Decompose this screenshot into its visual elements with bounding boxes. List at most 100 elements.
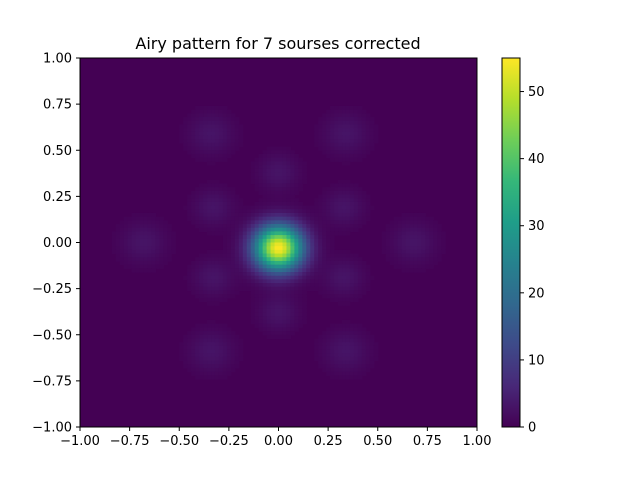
heatmap-cell bbox=[353, 268, 359, 273]
heatmap-cell bbox=[338, 342, 343, 347]
heatmap-cell bbox=[322, 150, 327, 155]
heatmap-cell bbox=[214, 334, 220, 340]
heatmap-cell bbox=[310, 238, 315, 244]
heatmap-cell bbox=[230, 279, 236, 284]
heatmap-cell bbox=[342, 290, 347, 295]
heatmap-cell bbox=[282, 268, 288, 273]
heatmap-cell bbox=[222, 360, 228, 365]
heatmap-cell bbox=[330, 345, 335, 351]
heatmap-cell bbox=[143, 242, 149, 247]
heatmap-cell bbox=[314, 201, 319, 207]
heatmap-cell bbox=[270, 305, 276, 310]
heatmap-cell bbox=[373, 139, 379, 144]
heatmap-cell bbox=[353, 294, 359, 299]
heatmap-cell bbox=[282, 308, 288, 314]
heatmap-cell bbox=[131, 227, 137, 233]
heatmap-cell bbox=[191, 356, 196, 362]
heatmap-cell bbox=[330, 124, 335, 129]
heatmap-cell bbox=[338, 279, 343, 284]
heatmap-cell bbox=[310, 275, 315, 280]
heatmap-cell bbox=[302, 205, 307, 210]
heatmap-cell bbox=[286, 246, 292, 251]
heatmap-cell bbox=[266, 201, 272, 207]
heatmap-cell bbox=[187, 128, 192, 133]
heatmap-cell bbox=[290, 224, 295, 229]
heatmap-cell bbox=[214, 338, 220, 343]
heatmap-cell bbox=[334, 128, 339, 133]
heatmap-cell bbox=[163, 220, 168, 225]
heatmap-cell bbox=[397, 260, 403, 266]
heatmap-cell bbox=[417, 216, 423, 221]
heatmap-cell bbox=[191, 272, 196, 277]
heatmap-cell bbox=[274, 297, 280, 303]
heatmap-cell bbox=[211, 275, 216, 280]
heatmap-cell bbox=[401, 216, 407, 221]
heatmap-cell bbox=[385, 238, 391, 244]
heatmap-cell bbox=[147, 246, 153, 251]
heatmap-cell bbox=[365, 367, 371, 373]
heatmap-cell bbox=[278, 235, 284, 240]
heatmap-cell bbox=[183, 142, 188, 148]
heatmap-cell bbox=[218, 157, 224, 162]
heatmap-cell bbox=[191, 142, 196, 148]
heatmap-cell bbox=[230, 194, 236, 199]
heatmap-cell bbox=[294, 224, 299, 229]
heatmap-cell bbox=[222, 220, 228, 225]
heatmap-cell bbox=[345, 294, 351, 299]
heatmap-cell bbox=[318, 242, 323, 247]
y-axis: 1.000.750.500.250.00−0.25−0.50−0.75−1.00 bbox=[32, 52, 80, 436]
heatmap-cell bbox=[286, 279, 292, 284]
heatmap-cell bbox=[207, 260, 212, 266]
heatmap-cell bbox=[345, 142, 351, 148]
heatmap-cell bbox=[214, 198, 220, 203]
heatmap-cell bbox=[139, 249, 145, 255]
heatmap-cell bbox=[338, 220, 343, 225]
heatmap-cell bbox=[298, 323, 303, 328]
heatmap-cell bbox=[274, 168, 280, 173]
heatmap-cell bbox=[214, 260, 220, 266]
heatmap-cell bbox=[246, 224, 252, 229]
heatmap-cell bbox=[409, 264, 415, 269]
heatmap-cell bbox=[195, 117, 200, 122]
heatmap-cell bbox=[361, 201, 367, 207]
heatmap-cell bbox=[425, 242, 430, 247]
heatmap-cell bbox=[294, 201, 299, 207]
heatmap-cell bbox=[302, 301, 307, 306]
heatmap-cell bbox=[119, 249, 125, 255]
heatmap-cell bbox=[214, 283, 220, 288]
heatmap-cell bbox=[258, 242, 264, 247]
heatmap-cell bbox=[250, 319, 256, 325]
heatmap-cell bbox=[417, 227, 423, 233]
heatmap-cell bbox=[230, 146, 236, 151]
heatmap-cell bbox=[270, 201, 276, 207]
heatmap-cell bbox=[211, 190, 216, 196]
heatmap-cell bbox=[266, 253, 272, 258]
heatmap-cell bbox=[230, 249, 236, 255]
heatmap-cell bbox=[222, 338, 228, 343]
heatmap-cell bbox=[278, 212, 284, 218]
heatmap-cell bbox=[147, 235, 153, 240]
heatmap-cell bbox=[135, 257, 141, 262]
heatmap-cell bbox=[203, 216, 208, 221]
heatmap-cell bbox=[230, 246, 236, 251]
heatmap-cell bbox=[433, 253, 438, 258]
heatmap-cell bbox=[306, 275, 311, 280]
heatmap-cell bbox=[246, 279, 252, 284]
heatmap-cell bbox=[345, 179, 351, 185]
heatmap-cell bbox=[199, 139, 204, 144]
heatmap-cell bbox=[191, 212, 196, 218]
heatmap-cell bbox=[258, 327, 264, 332]
heatmap-cell bbox=[365, 342, 371, 347]
heatmap-cell bbox=[373, 342, 379, 347]
heatmap-cell bbox=[326, 216, 331, 221]
heatmap-cell bbox=[246, 264, 252, 269]
heatmap-cell bbox=[349, 275, 355, 280]
heatmap-cell bbox=[199, 260, 204, 266]
heatmap-cell bbox=[342, 117, 347, 122]
heatmap-cell bbox=[155, 216, 160, 221]
heatmap-cell bbox=[349, 356, 355, 362]
heatmap-cell bbox=[334, 367, 339, 373]
heatmap-cell bbox=[199, 264, 204, 269]
heatmap-cell bbox=[214, 183, 220, 188]
heatmap-cell bbox=[310, 279, 315, 284]
